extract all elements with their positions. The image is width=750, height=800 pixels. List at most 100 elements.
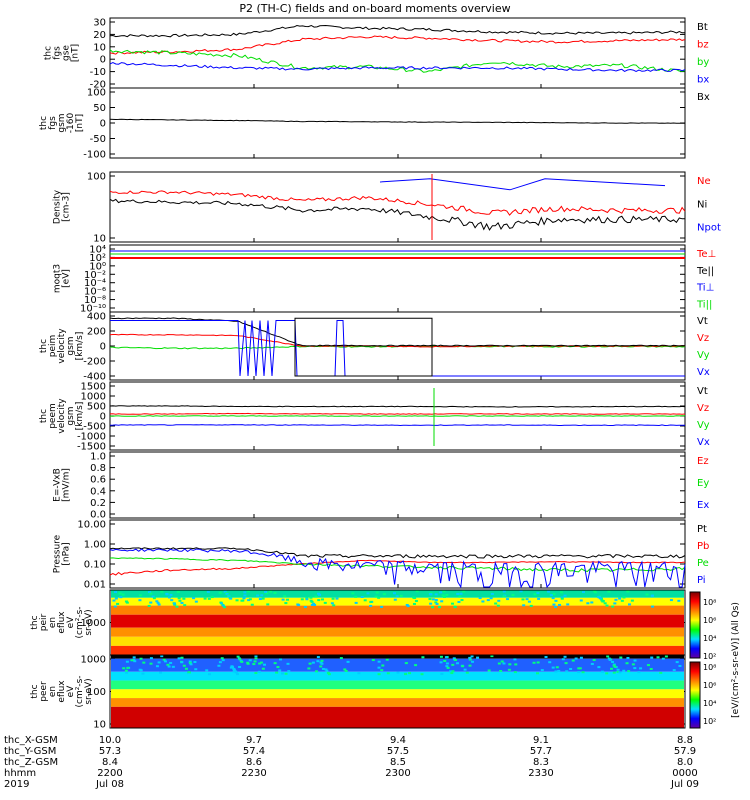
legend-Ey: Ey <box>697 478 709 489</box>
spectro-speckle <box>159 671 163 674</box>
spectro-speckle <box>650 656 654 659</box>
spectro-speckle <box>622 669 626 672</box>
y-axis-label: sr-eV) <box>84 609 94 635</box>
spectro-speckle <box>470 660 474 663</box>
spectro-speckle <box>637 671 641 674</box>
spectro-speckle <box>502 662 506 665</box>
spectro-speckle <box>449 670 453 673</box>
spectro-speckle <box>428 593 432 596</box>
panel-density: 100 10 Density [cm-3] Ne Ni Npot <box>53 171 721 245</box>
legend-Ne: Ne <box>697 176 711 187</box>
y-tick-label: -1000 <box>77 432 106 443</box>
spectro-speckle <box>218 591 222 594</box>
spectro-speckle <box>305 598 309 601</box>
y-axis-label: thc <box>44 46 54 60</box>
spectro-band <box>111 706 684 728</box>
spectro-speckle <box>382 593 386 596</box>
legend-Vy: Vy <box>697 420 710 431</box>
spectro-speckle <box>522 604 526 607</box>
y-axis-label: Density <box>53 189 63 224</box>
spectro-speckle <box>453 659 457 662</box>
series-density-Npot <box>379 178 666 191</box>
spectro-speckle <box>254 657 258 660</box>
spectro-speckle <box>619 656 623 659</box>
spectro-speckle <box>590 662 594 665</box>
y-tick-label: 500 <box>87 402 106 413</box>
y-axis-label: peim <box>48 335 58 358</box>
x-axis-value: 57.7 <box>530 746 552 757</box>
spectro-speckle <box>434 601 438 604</box>
y-tick-label: 10⁻⁴ <box>84 278 106 289</box>
series-peem-Vx <box>109 424 685 427</box>
colorbar-tick: 10⁸ <box>703 598 716 607</box>
x-axis-value: 2230 <box>241 768 266 779</box>
spectrogram-peir <box>111 590 684 655</box>
spectro-speckle <box>332 604 336 607</box>
spectro-speckle <box>610 667 614 670</box>
series-density-Ni <box>109 198 686 231</box>
spectro-speckle <box>408 672 412 675</box>
spectro-speckle <box>138 594 142 597</box>
y-tick-label: 0 <box>100 342 106 353</box>
spectro-speckle <box>607 657 611 660</box>
spectro-speckle <box>175 605 179 608</box>
spectro-speckle <box>316 656 320 659</box>
x-axis-row-label: thc_X-GSM <box>4 735 58 746</box>
spectro-speckle <box>414 599 418 602</box>
y-tick-label: 0.2 <box>90 498 106 509</box>
spectro-speckle <box>650 594 654 597</box>
spectro-speckle <box>481 600 485 603</box>
spectro-speckle <box>563 594 567 597</box>
spectro-speckle <box>386 672 390 675</box>
spectro-speckle <box>611 605 615 608</box>
y-tick-label: 10.00 <box>77 520 106 531</box>
spectro-speckle <box>323 601 327 604</box>
spectro-speckle <box>451 602 455 605</box>
spectro-speckle <box>529 604 533 607</box>
spectro-speckle <box>536 592 540 595</box>
spectro-speckle <box>555 666 559 669</box>
y-axis-label: gse <box>62 45 72 61</box>
spectro-speckle <box>659 671 663 674</box>
spectro-speckle <box>600 670 604 673</box>
y-axis-label: peer <box>39 681 49 702</box>
spectro-band <box>111 655 684 659</box>
spectro-speckle <box>598 597 602 600</box>
y-tick-label: 10⁻⁶ <box>84 287 106 298</box>
legend-Bx: Bx <box>697 92 710 103</box>
spectro-speckle <box>612 671 616 674</box>
spectro-speckle <box>194 668 198 671</box>
spectro-speckle <box>431 598 435 601</box>
series-fgs-by <box>109 49 686 73</box>
y-tick-label: 0.0 <box>90 510 106 521</box>
spectro-speckle <box>404 673 408 676</box>
spectro-speckle <box>125 671 129 674</box>
spectro-speckle <box>380 605 384 608</box>
series-fgs-bx <box>109 61 686 73</box>
spectro-speckle <box>607 590 611 593</box>
spectro-speckle <box>547 590 551 593</box>
spectro-speckle <box>502 590 506 593</box>
spectro-speckle <box>601 600 605 603</box>
panel-peim: 400 200 0 -200 -400 thc peim velocity gsm [km/s] V… <box>39 311 710 383</box>
spectro-speckle <box>178 599 182 602</box>
panel-frame <box>109 519 686 589</box>
spectro-speckle <box>335 597 339 600</box>
x-axis-row-label: hhmm <box>4 768 36 779</box>
spectro-speckle <box>431 606 435 609</box>
spectro-speckle <box>381 664 385 667</box>
spectro-speckle <box>661 657 665 660</box>
y-tick-label: 0.10 <box>84 560 106 571</box>
legend-Vt: Vt <box>697 386 708 397</box>
spectro-speckle <box>544 656 548 659</box>
spectro-speckle <box>605 672 609 675</box>
spectro-speckle <box>252 663 256 666</box>
legend-Vy: Vy <box>697 350 710 361</box>
spectro-speckle <box>320 659 324 662</box>
spectro-speckle <box>311 661 315 664</box>
spectro-speckle <box>124 669 128 672</box>
spectro-speckle <box>582 591 586 594</box>
spectro-speckle <box>614 598 618 601</box>
spectro-speckle <box>217 664 221 667</box>
y-tick-label: -1500 <box>77 442 106 453</box>
